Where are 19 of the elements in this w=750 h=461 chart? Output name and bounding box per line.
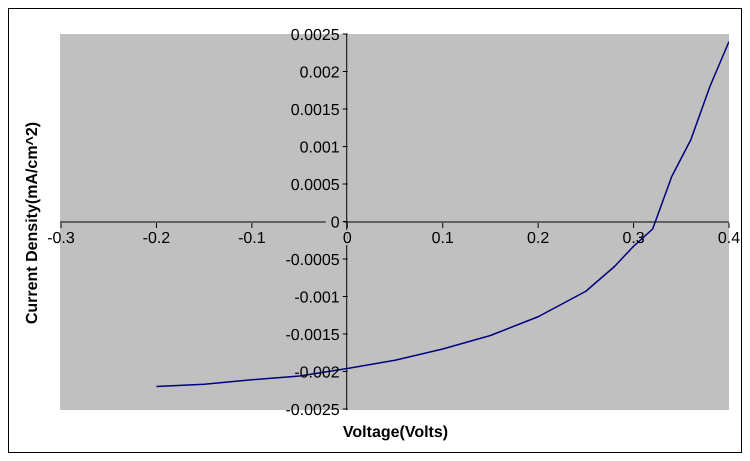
y-tick-label: 0.0025 — [290, 27, 340, 44]
y-tick-label: 0.0015 — [290, 102, 340, 119]
y-tick-label: -0.0005 — [285, 252, 340, 269]
x-axis-title: Voltage(Volts) — [342, 424, 450, 442]
x-tick-label: 0.2 — [527, 230, 550, 247]
y-tick-label: 0 — [330, 214, 340, 232]
y-tick-label: -0.0015 — [285, 327, 340, 344]
y-axis-title: Current Density(mA/cm^2) — [24, 122, 42, 324]
x-tick-label: -0.1 — [238, 230, 266, 247]
x-tick-label: -0.3 — [47, 230, 75, 247]
x-tick-label: 0.4 — [718, 230, 740, 247]
y-tick-label: 0.0005 — [290, 177, 340, 194]
y-tick-label: -0.001 — [294, 290, 340, 306]
x-tick-label: 0.1 — [432, 230, 454, 247]
y-tick-label: 0.001 — [300, 140, 340, 156]
x-tick-label: 0.3 — [622, 230, 645, 247]
y-tick-label: -0.0025 — [285, 402, 340, 419]
x-tick-label: -0.2 — [142, 230, 170, 247]
y-tick-label: 0.002 — [300, 64, 340, 82]
